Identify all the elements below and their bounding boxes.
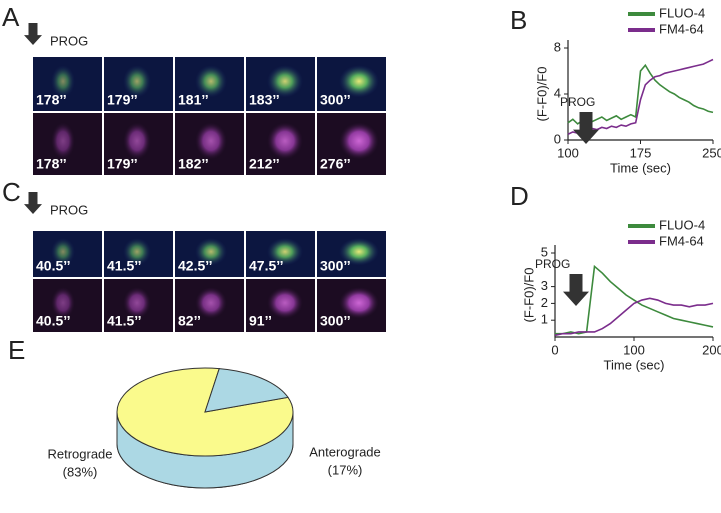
- time-label: 40.5’’: [36, 313, 71, 329]
- cell: [123, 122, 151, 160]
- panel-letter: C: [2, 177, 21, 207]
- pie-value-label: (83%): [63, 464, 98, 479]
- legend-label: FM4-64: [659, 233, 704, 248]
- pie-value-label: (17%): [328, 462, 363, 477]
- x-tick-label: 175: [630, 145, 652, 160]
- cell: [51, 65, 75, 98]
- time-label: 178’’: [36, 156, 67, 172]
- cell: [339, 122, 379, 160]
- time-label: 178’’: [36, 92, 67, 108]
- cell: [267, 65, 303, 98]
- y-tick-label: 8: [554, 39, 561, 54]
- cell: [51, 286, 75, 319]
- time-label: 40.5’’: [36, 258, 71, 274]
- cell: [51, 122, 75, 160]
- pie-slice: [204, 368, 289, 413]
- annotation: PROG: [560, 95, 595, 109]
- time-label: 91’’: [249, 313, 272, 329]
- time-label: 182’’: [178, 156, 209, 172]
- pie-label: Anterograde: [309, 444, 381, 459]
- cell: [195, 286, 227, 319]
- time-label: 212’’: [249, 156, 280, 172]
- arrow: [24, 23, 42, 45]
- cell: [267, 237, 303, 266]
- time-label: 300’’: [320, 313, 351, 329]
- cell: [123, 65, 151, 98]
- y-tick-label: 4: [554, 85, 561, 100]
- line-series: [555, 264, 714, 335]
- legend-label: FLUO-4: [659, 5, 705, 20]
- x-tick-label: 100: [557, 145, 579, 160]
- x-tick-label: 200: [702, 342, 721, 357]
- line-series: [554, 297, 714, 337]
- x-tick-label: 100: [623, 342, 645, 357]
- annotation: PROG: [50, 33, 88, 48]
- panel-letter: D: [510, 181, 529, 211]
- cell: [195, 65, 227, 98]
- arrow: [573, 112, 599, 144]
- cell: [339, 286, 379, 319]
- time-label: 300’’: [320, 258, 351, 274]
- panel-letter: A: [2, 2, 20, 32]
- time-label: 181’’: [178, 92, 209, 108]
- cell: [195, 237, 227, 266]
- cell: [123, 237, 151, 266]
- cell: [267, 122, 303, 160]
- cell: [267, 286, 303, 319]
- arrow: [563, 274, 589, 306]
- y-tick-label: 2: [541, 295, 548, 310]
- x-axis-label: Time (sec): [610, 160, 671, 175]
- pie-slice: [116, 367, 294, 457]
- time-label: 179’’: [107, 156, 138, 172]
- panel-letter: E: [8, 335, 25, 365]
- x-axis-label: Time (sec): [604, 357, 665, 372]
- time-label: 82’’: [178, 313, 201, 329]
- x-tick-label: 250: [702, 145, 721, 160]
- time-label: 41.5’’: [107, 313, 142, 329]
- time-label: 47.5’’: [249, 258, 284, 274]
- time-label: 41.5’’: [107, 258, 142, 274]
- cell: [339, 65, 379, 98]
- time-label: 179’’: [107, 92, 138, 108]
- y-axis-label: (F-F0)/F0: [521, 268, 536, 323]
- time-label: 300’’: [320, 92, 351, 108]
- x-tick-label: 0: [551, 342, 558, 357]
- annotation: PROG: [50, 202, 88, 217]
- y-tick-label: 3: [541, 278, 548, 293]
- annotation: PROG: [535, 257, 570, 271]
- panel-letter: B: [510, 5, 527, 35]
- cell: [195, 122, 227, 160]
- y-axis-label: (F-F0)/F0: [534, 67, 549, 122]
- legend-label: FLUO-4: [659, 217, 705, 232]
- cell: [51, 237, 75, 266]
- legend-label: FM4-64: [659, 21, 704, 36]
- y-tick-label: 5: [541, 244, 548, 259]
- y-tick-label: 0: [554, 131, 561, 146]
- cell: [339, 237, 379, 266]
- cell: [123, 286, 151, 319]
- arrow: [24, 192, 42, 214]
- time-label: 276’’: [320, 156, 351, 172]
- time-label: 42.5’’: [178, 258, 213, 274]
- y-tick-label: 1: [541, 312, 548, 327]
- pie-label: Retrograde: [47, 446, 112, 461]
- time-label: 183’’: [249, 92, 280, 108]
